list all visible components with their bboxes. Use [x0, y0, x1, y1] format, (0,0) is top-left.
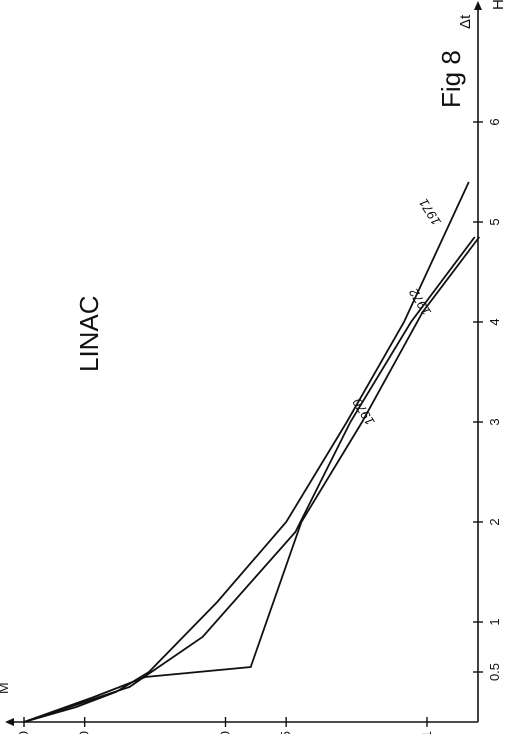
x-tick-label-3: 3: [487, 418, 502, 425]
x-tick-label-6: 6: [487, 118, 502, 125]
axes: Δt H Ṁ: [0, 0, 507, 726]
series-line-1972: [23, 236, 476, 723]
y-axis-label: Ṁ: [0, 682, 11, 694]
series-label-1971: 1971: [416, 196, 444, 228]
x-axis-label-unit: H: [490, 0, 507, 10]
x-tick-label-1: 1: [487, 618, 502, 625]
y-tick-label-1: 1: [419, 731, 434, 734]
series-line-1971: [23, 181, 470, 723]
figure-label: Fig 8: [436, 50, 466, 108]
series-line-1970: [23, 236, 481, 723]
ticks: 0.5 1 2 3 4 5 6 100 50 10 5 1: [16, 118, 502, 734]
x-axis-arrow: [474, 1, 482, 10]
y-axis-arrow: [5, 718, 14, 726]
x-axis-label-delta-t: Δt: [457, 14, 474, 29]
chart-title: LINAC: [74, 295, 104, 372]
x-tick-label-0.5: 0.5: [487, 663, 502, 681]
series-group: [23, 181, 481, 723]
y-tick-label-50: 50: [77, 731, 92, 734]
y-tick-label-100: 100: [16, 731, 31, 734]
x-tick-label-2: 2: [487, 518, 502, 525]
y-tick-label-10: 10: [218, 731, 233, 734]
x-tick-label-4: 4: [487, 318, 502, 325]
y-tick-label-5: 5: [278, 731, 293, 734]
x-tick-label-5: 5: [487, 218, 502, 225]
